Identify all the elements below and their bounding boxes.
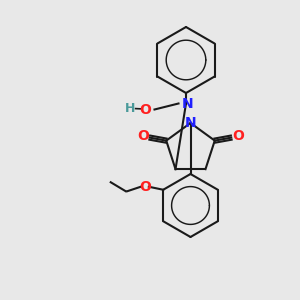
Text: N: N [185,116,196,130]
Text: H: H [125,101,136,115]
Text: O: O [232,129,244,143]
Text: O: O [139,180,151,194]
Text: O: O [140,103,152,116]
Text: N: N [182,97,193,110]
Text: O: O [137,129,149,143]
